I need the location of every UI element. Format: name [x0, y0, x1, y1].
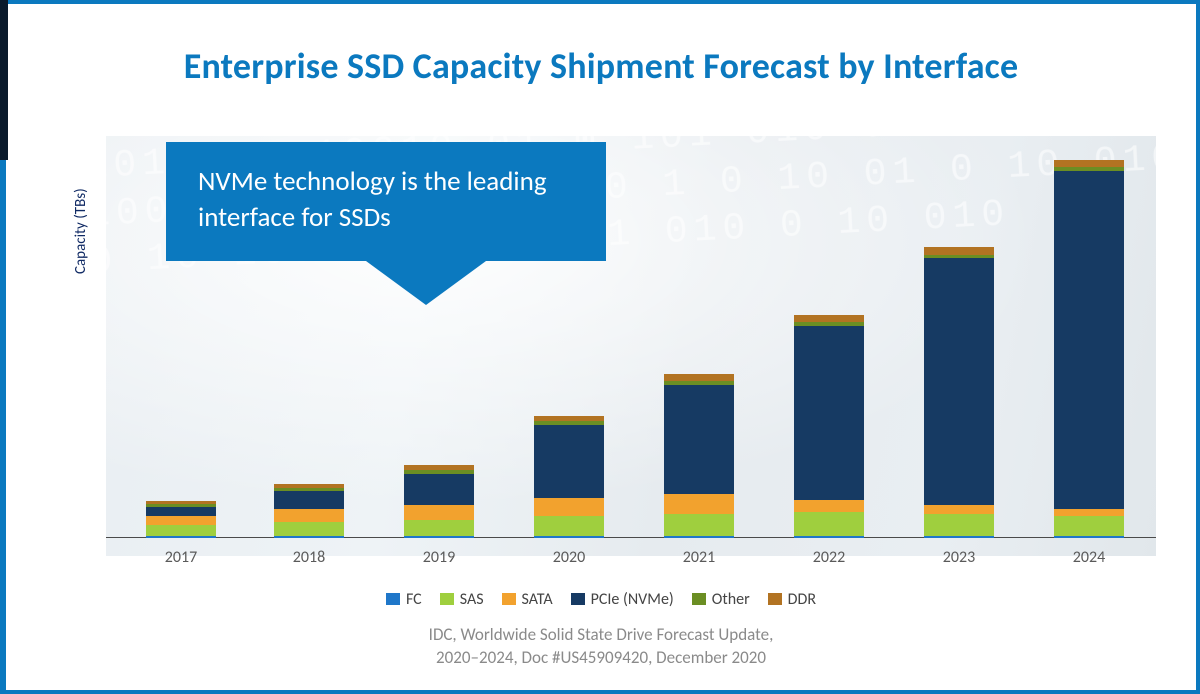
source-citation: IDC, Worldwide Solid State Drive Forecas… [6, 624, 1196, 670]
bar-segment [664, 385, 734, 495]
legend-label: PCIe (NVMe) [591, 590, 674, 609]
bar-segment [924, 247, 994, 254]
x-axis-label: 2023 [889, 548, 1029, 567]
bar-segment [664, 381, 734, 385]
bar-segment [404, 536, 474, 538]
bar-segment [274, 509, 344, 522]
bar-segment [794, 500, 864, 513]
bar-segment [274, 491, 344, 509]
x-axis-label: 2019 [369, 548, 509, 567]
bar-segment [404, 474, 474, 505]
bar-segment [1054, 167, 1124, 171]
callout-text: NVMe technology is the leading interface… [198, 165, 547, 234]
bar-segment [146, 504, 216, 507]
bar-segment [1054, 516, 1124, 536]
callout-box: NVMe technology is the leading interface… [166, 142, 606, 261]
x-axis-label: 2022 [759, 548, 899, 567]
y-axis-label: Capacity (TBs) [72, 188, 90, 274]
bar-segment [924, 514, 994, 536]
callout: NVMe technology is the leading interface… [166, 142, 606, 305]
bar-segment [146, 525, 216, 536]
x-axis-label: 2021 [629, 548, 769, 567]
source-line-1: IDC, Worldwide Solid State Drive Forecas… [6, 624, 1196, 647]
legend-label: SAS [460, 590, 484, 609]
bar-segment [664, 374, 734, 381]
legend-label: FC [406, 590, 422, 609]
legend-swatch-icon [692, 593, 706, 605]
x-axis-label: 2017 [111, 548, 251, 567]
legend-swatch-icon [502, 593, 516, 605]
bar-segment [146, 536, 216, 538]
bar-segment [924, 505, 994, 514]
bar-segment [404, 470, 474, 474]
bar-segment [274, 488, 344, 491]
bar-segment [146, 507, 216, 516]
legend-label: DDR [788, 590, 816, 609]
bar-segment [1054, 536, 1124, 538]
x-axis-label: 2020 [499, 548, 639, 567]
bar-segment [404, 465, 474, 470]
bar-segment [664, 536, 734, 538]
bar-segment [1054, 509, 1124, 516]
x-axis-label: 2024 [1019, 548, 1159, 567]
callout-arrow-icon [366, 261, 486, 305]
bar-segment [794, 315, 864, 322]
bar-segment [1054, 171, 1124, 509]
bar-segment [274, 484, 344, 488]
bar-segment [534, 421, 604, 425]
bar-segment [146, 516, 216, 525]
bar-segment [794, 322, 864, 326]
source-line-2: 2020–2024, Doc #US45909420, December 202… [6, 647, 1196, 670]
bar-segment [274, 522, 344, 537]
bar-segment [1054, 160, 1124, 167]
bar-segment [924, 258, 994, 505]
page-title: Enterprise SSD Capacity Shipment Forecas… [6, 44, 1196, 88]
bar-segment [534, 536, 604, 538]
bar-segment [274, 536, 344, 538]
bar-segment [146, 501, 216, 504]
bar-segment [534, 416, 604, 421]
bar-segment [534, 425, 604, 498]
bar-segment [664, 514, 734, 536]
bar-segment [534, 516, 604, 536]
legend-swatch-icon [768, 593, 782, 605]
x-axis-label: 2018 [239, 548, 379, 567]
legend-swatch-icon [571, 593, 585, 605]
bar-segment [794, 512, 864, 536]
bar-segment [794, 536, 864, 538]
bar-segment [794, 326, 864, 500]
bar-segment [664, 494, 734, 514]
legend-swatch-icon [440, 593, 454, 605]
bar-segment [534, 498, 604, 516]
slide-frame: Enterprise SSD Capacity Shipment Forecas… [0, 0, 1200, 694]
legend-label: SATA [522, 590, 553, 609]
bar-segment [404, 505, 474, 520]
legend-swatch-icon [386, 593, 400, 605]
bar-segment [924, 536, 994, 538]
legend: FC SAS SATA PCIe (NVMe) Other DDR [6, 590, 1196, 609]
bar-segment [404, 520, 474, 536]
legend-label: Other [712, 590, 750, 609]
bar-segment [924, 255, 994, 259]
